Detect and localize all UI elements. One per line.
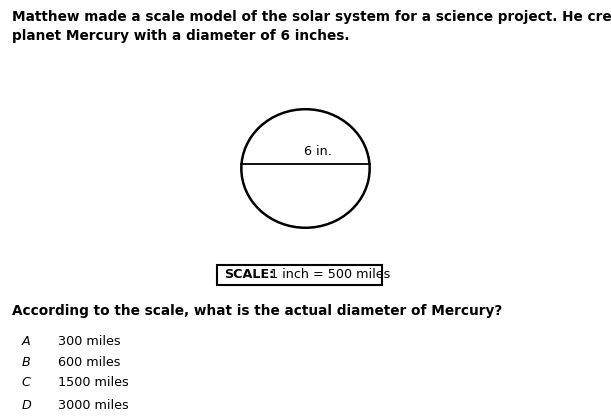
Text: According to the scale, what is the actual diameter of Mercury?: According to the scale, what is the actu… <box>12 304 502 318</box>
Text: Matthew made a scale model of the solar system for a science project. He created: Matthew made a scale model of the solar … <box>12 10 611 25</box>
Text: 6 in.: 6 in. <box>304 145 332 158</box>
Text: SCALE:: SCALE: <box>224 268 274 282</box>
Text: 300 miles: 300 miles <box>58 335 120 348</box>
Text: planet Mercury with a diameter of 6 inches.: planet Mercury with a diameter of 6 inch… <box>12 29 349 43</box>
Text: 600 miles: 600 miles <box>58 356 120 369</box>
Text: D: D <box>21 399 31 411</box>
Text: 3000 miles: 3000 miles <box>58 399 129 411</box>
Text: C: C <box>21 376 31 389</box>
FancyBboxPatch shape <box>217 265 382 285</box>
Text: B: B <box>21 356 30 369</box>
Text: A: A <box>21 335 30 348</box>
Text: 1500 miles: 1500 miles <box>58 376 129 389</box>
Text: 1 inch = 500 miles: 1 inch = 500 miles <box>266 268 390 282</box>
